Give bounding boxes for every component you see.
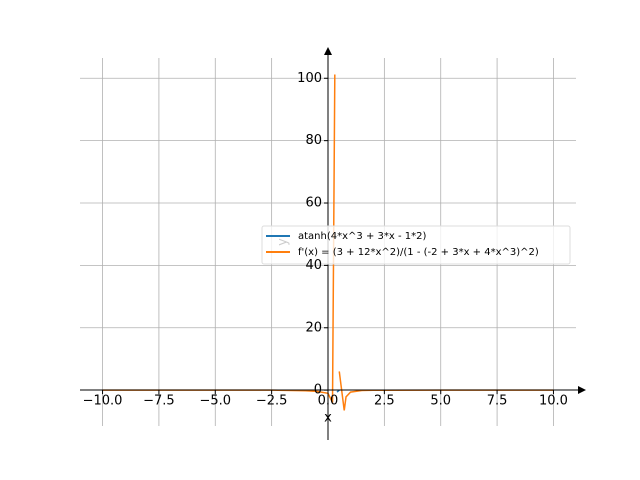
y-tick-label: 0 bbox=[314, 383, 322, 398]
x-tick-label: 2.5 bbox=[374, 394, 395, 409]
x-tick-label: −5.0 bbox=[199, 394, 231, 409]
y-tick-label: 40 bbox=[305, 258, 322, 273]
x-tick-label: 10.0 bbox=[539, 394, 568, 409]
y-tick-label: 100 bbox=[297, 71, 322, 86]
y-tick-label: 20 bbox=[305, 320, 322, 335]
x-tick-label: −7.5 bbox=[143, 394, 175, 409]
y-tick-label: 60 bbox=[305, 196, 322, 211]
x-axis-label: x bbox=[324, 411, 332, 426]
x-tick-label: −2.5 bbox=[256, 394, 288, 409]
x-arrow bbox=[578, 386, 586, 394]
x-tick-label: 0.0 bbox=[318, 394, 339, 409]
y-arrow bbox=[324, 47, 332, 55]
legend-box bbox=[261, 225, 571, 265]
y-tick-label: 80 bbox=[305, 133, 322, 148]
legend: atanh(4*x^3 + 3*x - 1*2) f'(x) = (3 + 12*… bbox=[261, 225, 571, 265]
x-tick-label: −10.0 bbox=[83, 394, 123, 409]
x-tick-label: 5.0 bbox=[430, 394, 451, 409]
legend-label: f'(x) = (3 + 12*x^2)/(1 - (-2 + 3*x + 4*… bbox=[298, 247, 539, 258]
x-tick-label: 7.5 bbox=[487, 394, 508, 409]
legend-label: atanh(4*x^3 + 3*x - 1*2) bbox=[298, 231, 426, 242]
